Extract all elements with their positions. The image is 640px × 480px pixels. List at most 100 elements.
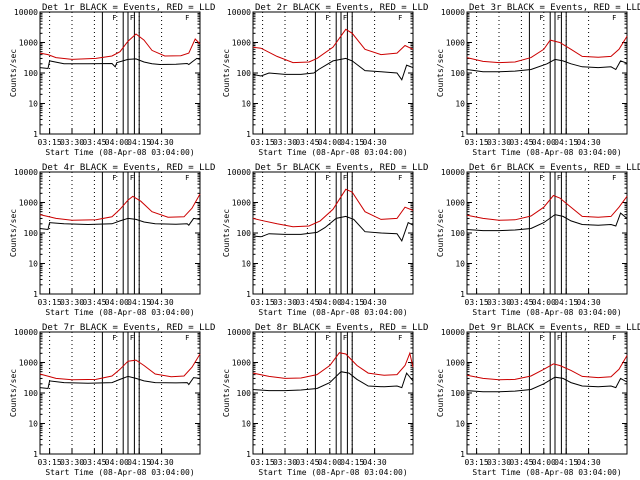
- plot-frame: [39, 11, 201, 135]
- flag-marker: F: [325, 174, 329, 182]
- flag-marker: F: [130, 14, 134, 22]
- x-tick-label: 04:00: [532, 458, 556, 467]
- y-tick-label: 10: [455, 420, 465, 429]
- panel-title: Det 6r BLACK = Events, RED = LLD: [469, 163, 640, 173]
- panel-title: Det 3r BLACK = Events, RED = LLD: [469, 3, 640, 13]
- y-axis-label: Counts/sec: [9, 369, 18, 417]
- x-tick-label: 04:00: [318, 298, 342, 307]
- y-tick-label: 1000: [19, 359, 38, 368]
- series-line-lld: [39, 193, 201, 221]
- y-axis-label: Counts/sec: [222, 209, 231, 257]
- x-tick-label: 04:30: [577, 138, 601, 147]
- flag-marker: F: [398, 174, 402, 182]
- y-tick-label: 100: [451, 389, 466, 398]
- x-tick-label: 04:15: [554, 458, 578, 467]
- y-tick-label: 100: [451, 229, 466, 238]
- x-tick-label: 03:15: [251, 298, 275, 307]
- x-tick-label: 03:45: [295, 298, 319, 307]
- y-axis-label: Counts/sec: [436, 209, 445, 257]
- y-tick-label: 10: [241, 420, 251, 429]
- y-tick-label: 10: [241, 260, 251, 269]
- x-tick-label: 03:45: [509, 298, 533, 307]
- flag-marker: F: [185, 174, 189, 182]
- y-tick-label: 1000: [446, 359, 465, 368]
- x-tick-label: 04:00: [105, 138, 129, 147]
- x-tick-label: 04:30: [363, 298, 387, 307]
- x-tick-label: 03:15: [38, 298, 62, 307]
- y-axis-label: Counts/sec: [222, 49, 231, 97]
- x-tick-label: 03:15: [251, 138, 275, 147]
- panel-title: Det 8r BLACK = Events, RED = LLD: [255, 323, 428, 333]
- x-tick-label: 04:00: [105, 298, 129, 307]
- series-line-events: [466, 58, 628, 73]
- series-line-lld: [39, 33, 201, 60]
- flag-marker: F: [539, 334, 543, 342]
- x-tick-label: 03:45: [509, 138, 533, 147]
- y-tick-label: 10000: [227, 328, 251, 337]
- y-tick-label: 10: [455, 100, 465, 109]
- y-tick-label: 1: [460, 290, 465, 299]
- x-axis-label: Start Time (08-Apr-08 03:04:00): [45, 308, 194, 317]
- y-tick-label: 100: [24, 229, 39, 238]
- x-tick-label: 03:30: [60, 458, 84, 467]
- plot-frame: [39, 331, 201, 455]
- flag-marker: F: [325, 14, 329, 22]
- y-tick-label: 10: [28, 260, 38, 269]
- x-axis-label: Start Time (08-Apr-08 03:04:00): [258, 308, 407, 317]
- y-axis-label: Counts/sec: [222, 369, 231, 417]
- y-tick-label: 10: [455, 260, 465, 269]
- series-line-events: [39, 57, 201, 70]
- x-axis-label: Start Time (08-Apr-08 03:04:00): [258, 468, 407, 477]
- y-tick-label: 1000: [232, 199, 251, 208]
- series-line-events: [466, 376, 628, 393]
- x-axis-label: Start Time (08-Apr-08 03:04:00): [45, 468, 194, 477]
- panel-title: Det 7r BLACK = Events, RED = LLD: [42, 323, 215, 333]
- plot-frame: [466, 331, 628, 455]
- flag-marker: F: [343, 334, 347, 342]
- y-tick-label: 100: [24, 389, 39, 398]
- plot-frame: [252, 331, 414, 455]
- x-tick-label: 04:15: [127, 458, 151, 467]
- series-line-lld: [252, 351, 414, 379]
- panel-title: Det 4r BLACK = Events, RED = LLD: [42, 163, 215, 173]
- y-axis-label: Counts/sec: [436, 369, 445, 417]
- panel-6: Det 6r BLACK = Events, RED = LLD 1 10 100 10…: [436, 163, 640, 317]
- y-tick-label: 1: [33, 450, 38, 459]
- series-line-lld: [466, 36, 628, 64]
- y-tick-label: 10000: [14, 8, 38, 17]
- flag-marker: F: [557, 174, 561, 182]
- x-tick-label: 03:30: [273, 298, 297, 307]
- series-line-lld: [39, 353, 201, 381]
- x-tick-label: 04:30: [150, 138, 174, 147]
- flag-marker: F: [112, 174, 116, 182]
- x-tick-label: 03:45: [295, 138, 319, 147]
- y-tick-label: 1: [33, 130, 38, 139]
- y-tick-label: 10000: [441, 328, 465, 337]
- flag-marker: F: [343, 14, 347, 22]
- panel-title: Det 5r BLACK = Events, RED = LLD: [255, 163, 428, 173]
- plot-frame: [252, 11, 414, 135]
- x-tick-label: 04:00: [318, 138, 342, 147]
- y-tick-label: 10000: [441, 8, 465, 17]
- series-line-lld: [252, 188, 414, 228]
- flag-marker: F: [112, 14, 116, 22]
- y-tick-label: 1000: [232, 39, 251, 48]
- x-tick-label: 04:15: [340, 138, 364, 147]
- flag-marker: F: [612, 334, 616, 342]
- y-tick-label: 10: [28, 100, 38, 109]
- x-tick-label: 04:15: [340, 298, 364, 307]
- y-tick-label: 1: [460, 450, 465, 459]
- y-tick-label: 1: [33, 290, 38, 299]
- x-tick-label: 04:00: [105, 458, 129, 467]
- x-tick-label: 03:30: [487, 458, 511, 467]
- flag-marker: F: [398, 14, 402, 22]
- flag-marker: F: [130, 174, 134, 182]
- x-tick-label: 03:45: [295, 458, 319, 467]
- x-tick-label: 04:15: [554, 298, 578, 307]
- series-line-events: [466, 212, 628, 232]
- y-tick-label: 100: [237, 229, 252, 238]
- flag-marker: F: [112, 334, 116, 342]
- x-tick-label: 04:15: [127, 138, 151, 147]
- x-tick-label: 03:30: [60, 298, 84, 307]
